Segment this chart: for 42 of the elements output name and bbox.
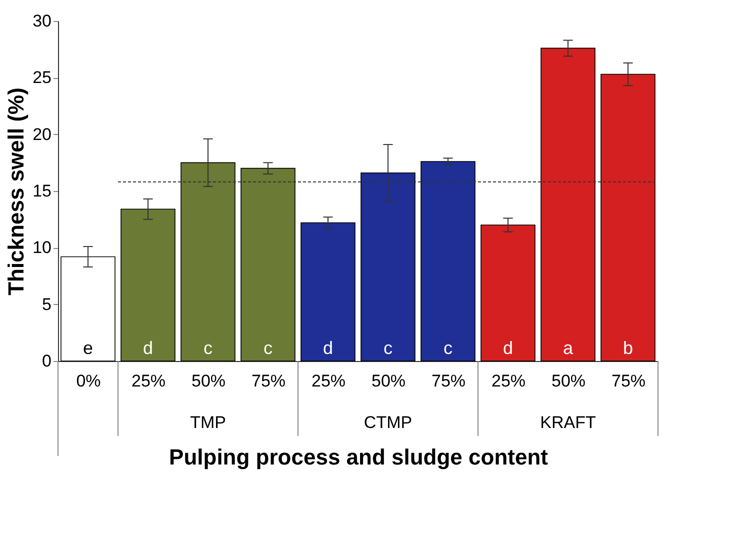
x-tick-label: 50% bbox=[191, 372, 226, 390]
annotation: c bbox=[204, 338, 212, 358]
annotation: c bbox=[384, 338, 392, 358]
annotation: a bbox=[562, 338, 574, 358]
annotation: d bbox=[142, 338, 154, 358]
bar bbox=[420, 161, 476, 362]
bar bbox=[240, 168, 296, 362]
bar bbox=[360, 172, 416, 362]
annotation: c bbox=[264, 338, 272, 358]
text: KRAFT bbox=[540, 413, 596, 432]
y-tick-label: 15 bbox=[32, 182, 52, 200]
x-tick-label: 75% bbox=[431, 372, 466, 390]
bar bbox=[300, 222, 356, 362]
x-tick-label: 25% bbox=[311, 372, 346, 390]
x-tick-label: 75% bbox=[611, 372, 646, 390]
bar bbox=[480, 224, 536, 362]
x-tick-label: 50% bbox=[551, 372, 586, 390]
x-tick-label: 25% bbox=[491, 372, 526, 390]
x-tick-label: 0% bbox=[76, 372, 101, 390]
x-tick-label: 75% bbox=[251, 372, 286, 390]
text: TMP bbox=[190, 413, 226, 432]
y-tick-label: 0 bbox=[42, 352, 52, 370]
y-tick-label: 30 bbox=[32, 12, 52, 30]
x-tick-label: 25% bbox=[131, 372, 166, 390]
x-axis-title: Pulping process and sludge content bbox=[169, 444, 549, 470]
annotation: d bbox=[502, 338, 514, 358]
bar bbox=[540, 48, 596, 362]
y-tick-label: 20 bbox=[32, 124, 52, 144]
bar bbox=[180, 162, 236, 362]
y-tick-label: 10 bbox=[32, 238, 52, 258]
annotation: c bbox=[444, 338, 452, 358]
annotation: e bbox=[82, 338, 94, 358]
bar bbox=[600, 74, 656, 362]
y-tick-label: 25 bbox=[32, 68, 52, 88]
y-tick-label: 5 bbox=[42, 294, 52, 314]
bar bbox=[60, 256, 116, 362]
annotation: d bbox=[322, 338, 334, 358]
x-tick-label: 50% bbox=[371, 372, 406, 390]
bar bbox=[120, 208, 176, 362]
text: CTMP bbox=[364, 413, 412, 432]
y-axis-title: Thickness swell (%) bbox=[4, 88, 29, 296]
annotation: b bbox=[622, 338, 634, 358]
